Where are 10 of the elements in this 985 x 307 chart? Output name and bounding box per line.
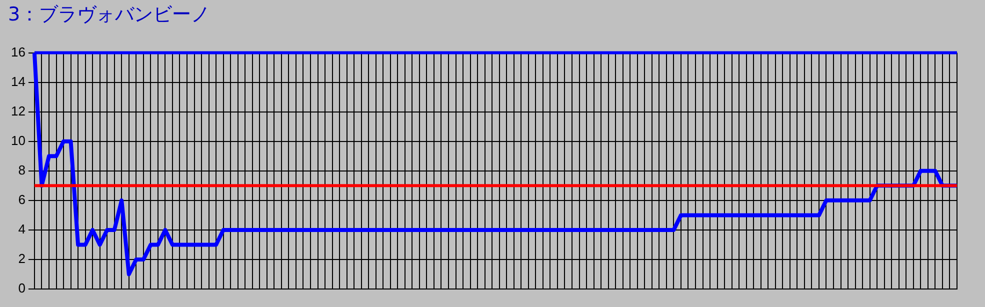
y-tick-label: 14	[10, 74, 26, 89]
y-tick-label: 16	[10, 44, 26, 60]
y-tick-label: 2	[18, 251, 26, 266]
y-tick-label: 8	[18, 162, 26, 178]
y-tick-label: 0	[18, 280, 26, 296]
y-tick-label: 12	[10, 103, 26, 118]
chart-title: 3：ブラヴォバンビーノ	[8, 3, 210, 26]
y-tick-label: 6	[18, 192, 26, 208]
y-tick-label: 4	[18, 222, 26, 237]
y-tick-label: 10	[10, 132, 26, 148]
